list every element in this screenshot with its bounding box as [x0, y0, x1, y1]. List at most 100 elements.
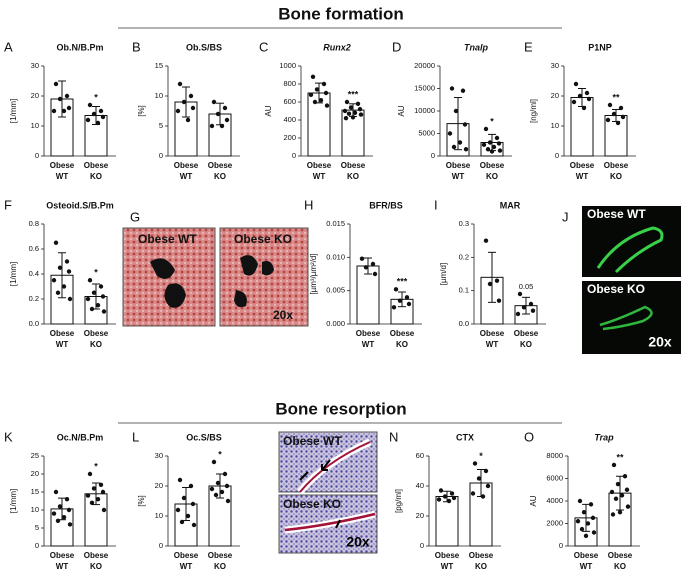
error-bar	[364, 257, 372, 275]
section-title: Bone resorption	[275, 399, 406, 418]
data-point	[321, 81, 327, 87]
y-tick-label: 0.1	[459, 286, 469, 295]
panel-letter: F	[4, 197, 12, 212]
data-point	[487, 140, 493, 145]
data-point	[185, 117, 191, 123]
data-point	[359, 256, 365, 261]
data-point	[447, 131, 453, 136]
data-point	[350, 115, 356, 120]
y-tick-label: 20	[416, 511, 424, 520]
error-bar	[58, 252, 66, 299]
y-axis-label: AU	[529, 495, 538, 506]
x-tick-label: KO	[475, 562, 487, 571]
panel-letter: H	[304, 197, 313, 212]
data-point	[57, 265, 63, 270]
data-point	[624, 487, 630, 492]
y-axis-label: AU	[397, 105, 406, 116]
chart-title: MAR	[500, 200, 521, 210]
y-tick-label: 20	[551, 91, 559, 100]
x-tick-label: Obese	[208, 161, 233, 170]
bar	[435, 496, 459, 547]
data-point	[404, 295, 410, 300]
data-point	[348, 105, 354, 110]
y-tick-label: 10000	[414, 106, 435, 115]
y-tick-label: 30	[155, 451, 163, 460]
data-point	[483, 238, 489, 243]
data-point	[619, 493, 625, 498]
data-point	[87, 278, 93, 283]
image-label: Obese KO	[283, 497, 341, 511]
data-point	[438, 488, 444, 493]
x-tick-label: Obese	[341, 161, 366, 170]
y-tick-label: 0	[555, 151, 559, 160]
y-axis-label: [µm/d]	[439, 263, 448, 285]
data-point	[57, 504, 63, 509]
data-point	[323, 90, 329, 96]
data-point	[89, 306, 95, 312]
y-tick-label: 0	[159, 151, 163, 160]
panel-letter: J	[562, 209, 569, 224]
panel-letter: G	[130, 209, 140, 224]
data-point	[446, 498, 452, 504]
x-tick-label: WT	[56, 172, 69, 181]
data-point	[457, 140, 463, 145]
x-tick-label: Obese	[208, 551, 233, 560]
data-point	[489, 149, 495, 154]
x-tick-label: Obese	[50, 551, 75, 560]
data-point	[190, 105, 196, 111]
image-label: Obese KO	[234, 232, 292, 246]
y-tick-label: 5	[159, 121, 163, 130]
data-point	[451, 144, 457, 150]
data-point	[613, 496, 619, 501]
data-point	[219, 123, 225, 129]
data-point	[573, 81, 579, 87]
data-point	[91, 486, 97, 491]
x-tick-label: WT	[441, 562, 454, 571]
data-point	[188, 93, 194, 99]
y-tick-label: 0	[35, 541, 39, 550]
panel-letter: A	[4, 39, 13, 54]
y-axis-label: [%]	[137, 105, 146, 117]
y-tick-label: 0.3	[459, 219, 469, 228]
chart-title: Ob.N/B.Pm	[56, 42, 103, 52]
data-point	[480, 494, 486, 499]
data-point	[393, 287, 399, 292]
data-point	[344, 99, 350, 105]
data-point	[611, 111, 617, 117]
data-point	[175, 108, 181, 114]
data-point	[355, 101, 361, 107]
chart-title: CTX	[456, 432, 474, 442]
x-tick-label: KO	[520, 340, 532, 349]
x-tick-label: Obese	[435, 551, 460, 560]
data-point	[100, 294, 106, 299]
data-point	[85, 117, 91, 123]
y-tick-label: 0.015	[326, 219, 345, 228]
panel-letter: C	[259, 39, 268, 54]
data-point	[95, 303, 101, 308]
data-point	[57, 96, 63, 102]
data-point	[515, 311, 521, 317]
y-tick-label: 0.0	[459, 319, 469, 328]
y-tick-label: 30	[31, 61, 39, 70]
y-tick-label: 0.005	[326, 286, 345, 295]
y-tick-label: 4000	[546, 496, 563, 505]
significance: ***	[397, 277, 408, 287]
y-tick-label: 0	[292, 151, 296, 160]
data-point	[312, 99, 318, 105]
data-point	[521, 305, 527, 310]
x-tick-label: Obese	[174, 161, 199, 170]
y-axis-label: AU	[264, 105, 273, 116]
y-axis-label: [1/mm]	[9, 489, 18, 513]
x-tick-label: KO	[347, 172, 359, 181]
data-point	[370, 261, 376, 267]
data-point	[583, 533, 589, 539]
data-point	[87, 471, 93, 477]
data-point	[175, 507, 181, 513]
data-point	[61, 284, 67, 289]
y-axis-label: [ng/ml]	[529, 99, 538, 123]
data-point	[579, 526, 585, 532]
data-point	[51, 278, 57, 283]
significance: *	[94, 92, 98, 102]
x-tick-label: KO	[396, 340, 408, 349]
chart-title: BFR/BS	[369, 200, 403, 210]
